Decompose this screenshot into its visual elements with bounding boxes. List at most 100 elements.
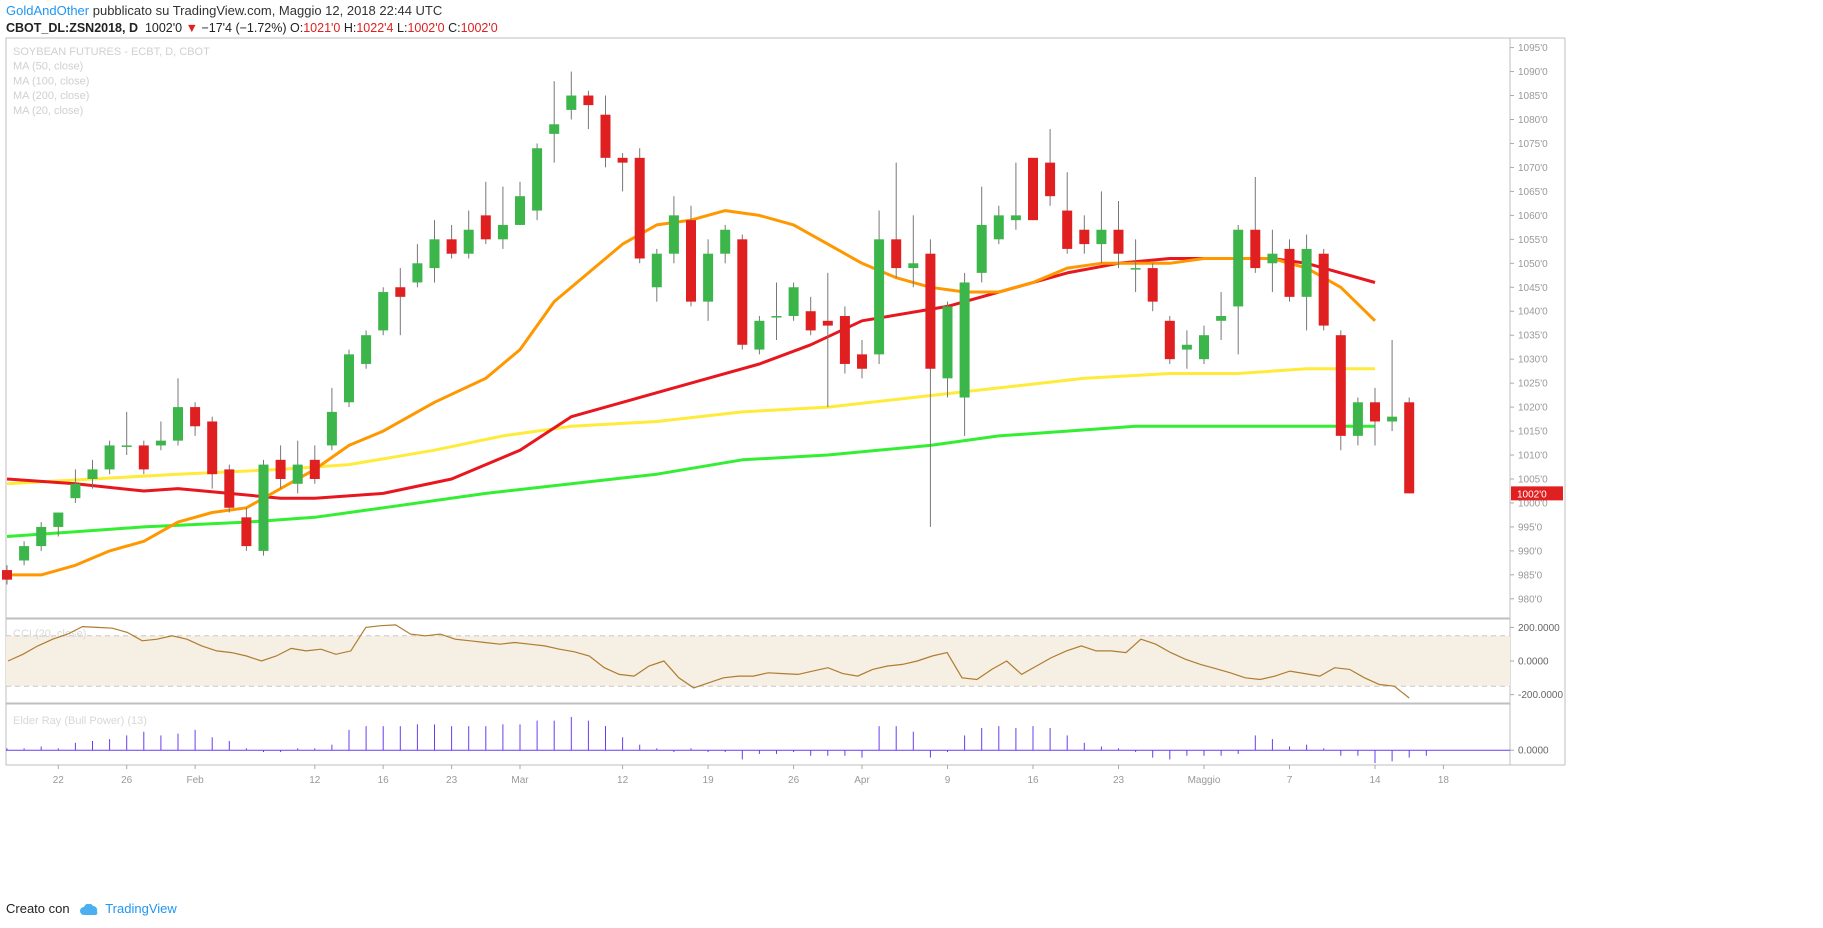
candle-body xyxy=(720,229,731,254)
date-tick-label: 23 xyxy=(446,775,458,786)
candle-body xyxy=(1113,229,1124,254)
candle-body xyxy=(600,114,611,158)
open-value: 1021'0 xyxy=(303,21,341,35)
candle xyxy=(822,272,833,408)
candle-body xyxy=(1335,335,1346,436)
date-tick-label: 22 xyxy=(53,775,65,786)
candle xyxy=(737,234,748,350)
candle-body xyxy=(1028,157,1038,221)
candle-body xyxy=(2,570,12,580)
price-tick-label: 1075'0 xyxy=(1518,139,1548,150)
candle-body xyxy=(258,464,269,551)
candle xyxy=(309,445,320,484)
cci-tick-label: 200.0000 xyxy=(1518,623,1560,634)
candle xyxy=(703,239,714,321)
candle xyxy=(1028,157,1038,221)
candle-body xyxy=(771,316,782,318)
elder-ray-legend: Elder Ray (Bull Power) (13) xyxy=(13,715,147,727)
candle xyxy=(857,339,867,379)
last-price-marker xyxy=(1511,486,1563,501)
price-tick-label: 1040'0 xyxy=(1518,307,1548,318)
candle xyxy=(1301,234,1312,331)
candle-body xyxy=(1233,229,1244,307)
candle-body xyxy=(1250,229,1261,269)
candle xyxy=(566,71,577,120)
candle xyxy=(224,464,235,513)
candle-body xyxy=(412,263,423,283)
candle-body xyxy=(361,335,372,364)
candle xyxy=(378,287,389,336)
candle-body xyxy=(703,253,714,302)
price-tick-label: 1095'0 xyxy=(1518,43,1548,54)
candle xyxy=(1147,263,1158,312)
down-triangle-icon: ▼ xyxy=(185,21,198,35)
candle-body xyxy=(532,148,543,211)
date-tick-label: 26 xyxy=(121,775,133,786)
candle-body xyxy=(1370,402,1380,422)
candle-body xyxy=(583,95,594,106)
candle xyxy=(1045,129,1056,206)
date-tick-label: Maggio xyxy=(1188,775,1221,786)
candle-body xyxy=(908,263,919,269)
last-price: 1002'0 xyxy=(144,21,183,35)
candle xyxy=(1318,248,1329,331)
date-tick-label: 16 xyxy=(378,775,390,786)
candle xyxy=(908,215,919,288)
candle xyxy=(1096,191,1107,264)
candle-body xyxy=(1387,416,1398,422)
candle-body xyxy=(224,469,235,508)
candle-body xyxy=(617,157,628,163)
cci-legend: CCI (20, close) xyxy=(13,628,86,640)
candle-body xyxy=(138,445,149,470)
close-value: 1002'0 xyxy=(460,21,498,35)
candle xyxy=(446,224,457,259)
tradingview-link[interactable]: TradingView xyxy=(105,901,177,916)
price-tick-label: 995'0 xyxy=(1518,522,1543,533)
candle xyxy=(515,181,525,225)
candle xyxy=(326,387,337,451)
candle-body xyxy=(566,95,577,110)
candle xyxy=(36,522,47,551)
candle-body xyxy=(874,239,885,355)
candle-body xyxy=(1318,253,1329,326)
symbol-info: CBOT_DL:ZSN2018, D 1002'0 ▼ −17'4 (−1.72… xyxy=(6,21,498,35)
candle-body xyxy=(754,320,765,350)
candle-body xyxy=(805,311,816,331)
price-tick-label: 1060'0 xyxy=(1518,211,1548,222)
candle xyxy=(2,565,12,585)
candle-body xyxy=(925,253,936,369)
candle-body xyxy=(1267,253,1278,264)
price-tick-label: 990'0 xyxy=(1518,546,1543,557)
candle xyxy=(275,445,286,489)
candle-body xyxy=(634,157,645,259)
candle xyxy=(651,248,662,302)
legend-entry: SOYBEAN FUTURES - ECBT, D, CBOT xyxy=(13,46,210,58)
candle xyxy=(53,512,64,537)
candle xyxy=(121,411,132,456)
candle-body xyxy=(395,287,406,297)
author-link[interactable]: GoldAndOther xyxy=(6,3,90,18)
candle xyxy=(207,416,218,489)
candle xyxy=(361,330,372,369)
candle xyxy=(1079,215,1090,254)
candle xyxy=(138,440,149,475)
price-tick-label: 980'0 xyxy=(1518,594,1543,605)
candle xyxy=(1335,330,1346,451)
candle-body xyxy=(1352,402,1363,436)
high-value: 1022'4 xyxy=(356,21,394,35)
candle-body xyxy=(549,124,560,134)
candle xyxy=(925,239,936,527)
created-with-text: Creato con xyxy=(6,901,70,916)
candle xyxy=(1199,325,1209,364)
price-chart[interactable]: 980'0 985'0 990'0 995'0 1000'0 1005'0 1010'0 10… xyxy=(0,0,1823,900)
candle-body xyxy=(207,421,218,475)
candle-body xyxy=(104,445,115,470)
candle xyxy=(292,440,303,494)
price-tick-label: 985'0 xyxy=(1518,570,1543,581)
candle-body xyxy=(1062,210,1073,249)
candle-body xyxy=(463,229,474,254)
open-label: O: xyxy=(290,21,304,35)
price-tick-label: 1065'0 xyxy=(1518,187,1548,198)
candle-body xyxy=(326,411,337,446)
candle xyxy=(805,296,816,336)
